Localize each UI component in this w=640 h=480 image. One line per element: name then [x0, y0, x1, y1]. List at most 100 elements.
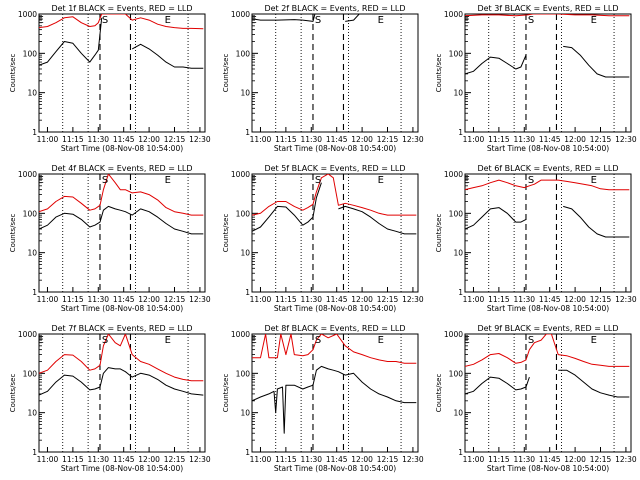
x-tick-label: 11:00	[37, 455, 59, 464]
marker-e: E	[251, 175, 257, 186]
x-tick-label: 11:00	[463, 455, 485, 464]
marker-s: S	[102, 335, 108, 346]
events-series-line	[39, 17, 204, 69]
x-tick-label: 11:45	[539, 455, 561, 464]
x-tick-label: 12:00	[564, 295, 586, 304]
panel-3: Det 3f BLACK = Events, RED = LLD 1 10 100 10…	[435, 4, 637, 153]
y-tick-label: 1000	[18, 330, 37, 339]
y-tick-label: 1	[32, 128, 37, 137]
x-tick-label: 11:00	[37, 135, 59, 144]
lld-series-line	[252, 174, 417, 216]
marker-e: E	[378, 175, 384, 186]
events-series-line	[252, 182, 417, 235]
marker-s: S	[102, 15, 108, 26]
x-tick-label: 11:00	[463, 135, 485, 144]
x-axis-label: Start Time (08-Nov-08 10:54:00)	[487, 464, 609, 473]
y-axis-label: Counts/sec	[435, 374, 443, 413]
y-axis-label: Counts/sec	[222, 374, 230, 413]
marker-s: S	[528, 175, 534, 186]
x-tick-label: 11:00	[37, 295, 59, 304]
panel-title: Det 4f BLACK = Events, RED = LLD	[51, 164, 192, 173]
y-tick-label: 100	[23, 369, 38, 378]
marker-e: E	[591, 15, 597, 26]
y-tick-label: 1000	[231, 170, 250, 179]
y-tick-label: 1	[458, 128, 463, 137]
x-tick-label: 12:30	[189, 455, 211, 464]
x-tick-label: 12:15	[164, 135, 186, 144]
y-tick-label: 10	[453, 249, 463, 258]
x-axis-label: Start Time (08-Nov-08 10:54:00)	[274, 144, 396, 153]
marker-e: E	[591, 175, 597, 186]
y-tick-label: 10	[240, 409, 250, 418]
events-series-line	[39, 205, 204, 235]
marker-e: E	[464, 175, 470, 186]
plot-frame	[464, 173, 632, 293]
x-tick-label: 12:15	[590, 135, 612, 144]
x-axis-label: Start Time (08-Nov-08 10:54:00)	[487, 144, 609, 153]
marker-s: S	[315, 335, 321, 346]
x-tick-label: 12:30	[615, 455, 637, 464]
x-tick-label: 12:15	[377, 135, 399, 144]
x-tick-label: 11:45	[113, 135, 135, 144]
x-axis-label: Start Time (08-Nov-08 10:54:00)	[61, 464, 183, 473]
panel-4: Det 4f BLACK = Events, RED = LLD 1 10 100 10…	[9, 164, 211, 313]
plot-frame	[251, 13, 419, 133]
lld-series-line	[252, 334, 417, 364]
y-tick-label: 10	[27, 249, 37, 258]
plot-frame	[251, 173, 419, 293]
y-tick-label: 1	[245, 448, 250, 457]
y-tick-label: 100	[236, 49, 251, 58]
y-tick-label: 10	[27, 89, 37, 98]
y-tick-label: 100	[23, 209, 38, 218]
x-tick-label: 12:30	[402, 455, 424, 464]
events-series-line	[465, 369, 630, 398]
x-tick-label: 11:00	[463, 295, 485, 304]
x-tick-label: 12:00	[138, 135, 160, 144]
y-tick-label: 100	[236, 209, 251, 218]
panel-title: Det 7f BLACK = Events, RED = LLD	[51, 324, 192, 333]
x-tick-label: 11:15	[62, 295, 84, 304]
x-tick-label: 12:00	[564, 455, 586, 464]
marker-s: S	[315, 175, 321, 186]
panel-title: Det 6f BLACK = Events, RED = LLD	[477, 164, 618, 173]
marker-s: S	[528, 335, 534, 346]
y-tick-label: 1	[32, 448, 37, 457]
y-tick-label: 100	[23, 49, 38, 58]
x-tick-label: 11:15	[488, 135, 510, 144]
events-series-line	[252, 14, 360, 22]
panel-6: Det 6f BLACK = Events, RED = LLD 1 10 100 10…	[435, 164, 637, 313]
y-tick-label: 1000	[231, 10, 250, 19]
x-tick-label: 11:30	[87, 455, 109, 464]
panels-grid: Det 1f BLACK = Events, RED = LLD 1 10 100 10…	[9, 4, 637, 473]
x-tick-label: 11:45	[539, 135, 561, 144]
y-tick-label: 10	[27, 409, 37, 418]
marker-e: E	[464, 335, 470, 346]
y-tick-label: 1000	[18, 170, 37, 179]
marker-e: E	[165, 335, 171, 346]
lld-series-line	[465, 334, 630, 367]
x-tick-label: 11:00	[250, 455, 272, 464]
y-tick-label: 1000	[231, 330, 250, 339]
x-tick-label: 12:00	[564, 135, 586, 144]
x-tick-label: 11:00	[250, 295, 272, 304]
x-tick-label: 12:15	[164, 295, 186, 304]
marker-e: E	[251, 335, 257, 346]
x-tick-label: 11:15	[488, 455, 510, 464]
x-tick-label: 11:30	[300, 135, 322, 144]
marker-s: S	[102, 175, 108, 186]
x-tick-label: 12:30	[615, 135, 637, 144]
y-tick-label: 100	[449, 369, 464, 378]
y-tick-label: 100	[449, 49, 464, 58]
marker-s: S	[528, 15, 534, 26]
x-tick-label: 11:15	[275, 455, 297, 464]
x-axis-label: Start Time (08-Nov-08 10:54:00)	[487, 304, 609, 313]
events-series-line	[465, 205, 630, 238]
panel-title: Det 9f BLACK = Events, RED = LLD	[477, 324, 618, 333]
x-tick-label: 11:45	[326, 455, 348, 464]
x-tick-label: 12:30	[402, 295, 424, 304]
x-tick-label: 11:45	[326, 135, 348, 144]
y-tick-label: 10	[453, 89, 463, 98]
x-tick-label: 12:00	[138, 455, 160, 464]
